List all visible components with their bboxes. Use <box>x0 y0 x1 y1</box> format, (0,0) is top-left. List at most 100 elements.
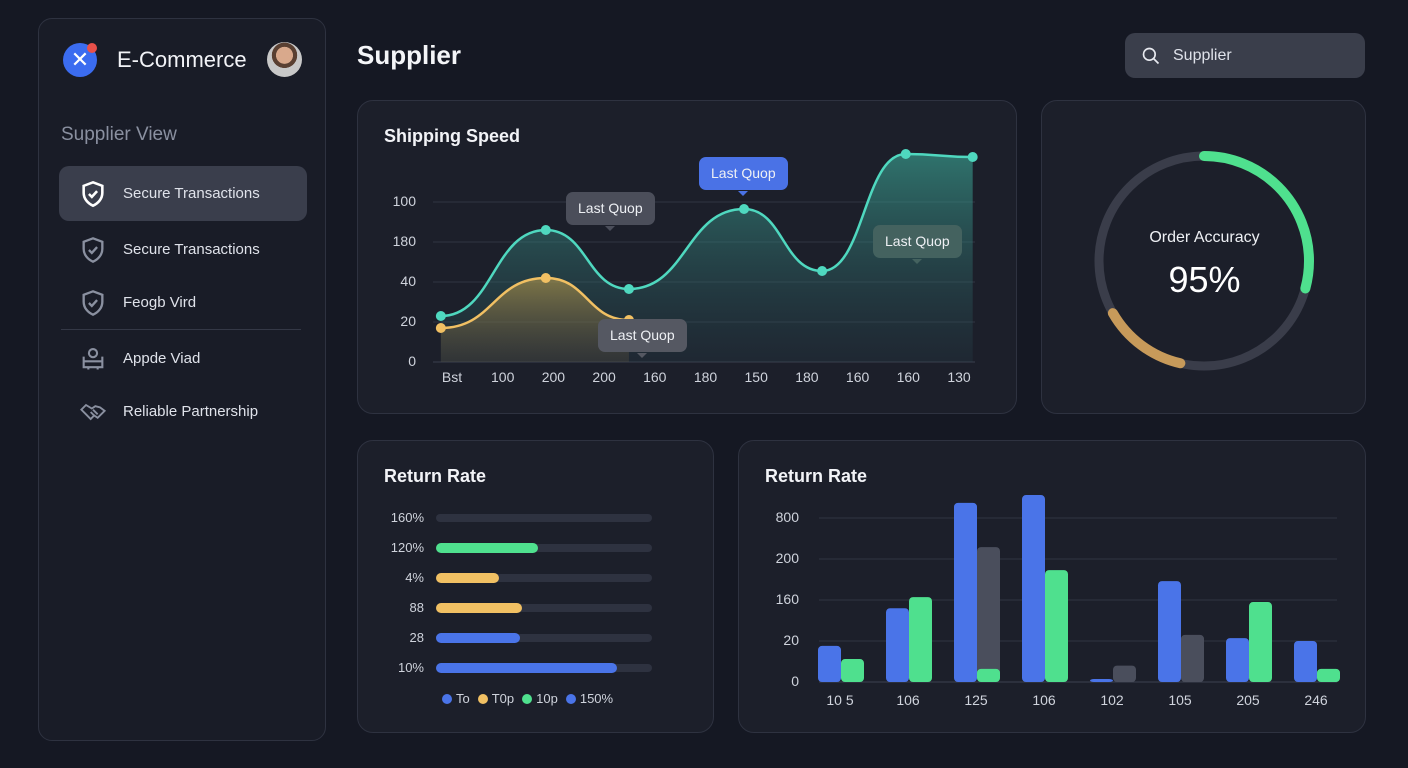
search-icon <box>1142 47 1160 64</box>
legend: To T0p 10p 150% <box>442 691 613 706</box>
sidebar-item-reliable-partnership[interactable]: Reliable Partnership <box>59 384 307 439</box>
donut-segment-green <box>1094 151 1314 371</box>
bar-blue[interactable] <box>886 608 909 682</box>
legend-dot <box>522 694 533 704</box>
bar-grey[interactable] <box>1181 634 1204 682</box>
bar-label: 28 <box>409 630 424 645</box>
data-point[interactable] <box>435 311 446 321</box>
legend-label: T0p <box>491 691 515 706</box>
bar-blue[interactable] <box>1090 679 1113 682</box>
bar-green[interactable] <box>909 597 932 682</box>
sidebar-item-label: Reliable Partnership <box>123 403 259 420</box>
donut-value: 95% <box>1168 259 1241 300</box>
data-point[interactable] <box>540 225 551 235</box>
handshake-icon <box>80 403 107 420</box>
x-tick-label: 180 <box>693 369 718 385</box>
section-title: Supplier View <box>61 124 177 145</box>
y-tick-label: 20 <box>783 632 799 648</box>
legend-label: To <box>456 691 470 706</box>
bar-track <box>436 603 652 613</box>
x-tick-label: 100 <box>491 369 515 385</box>
legend-label: 10p <box>536 691 558 706</box>
sidebar-item-feogb-vird[interactable]: Feogb Vird <box>59 275 307 330</box>
bar-track <box>436 514 652 522</box>
legend-label: 150% <box>579 691 614 706</box>
x-tick-label: 10 5 <box>826 692 854 708</box>
legend-item: 150% <box>565 691 614 706</box>
bar-green[interactable] <box>1045 570 1068 682</box>
y-tick-label: 180 <box>392 233 416 249</box>
data-point[interactable] <box>435 323 446 333</box>
sidebar-item-secure-transactions-2[interactable]: Secure Transactions <box>59 222 307 277</box>
data-point[interactable] <box>540 273 551 283</box>
x-tick-label: 246 <box>1304 692 1328 708</box>
shield-check-icon <box>82 289 104 316</box>
y-tick-label: 0 <box>791 673 799 689</box>
bar-blue[interactable] <box>1158 581 1181 682</box>
x-tick-label: 160 <box>643 369 667 385</box>
data-point[interactable] <box>817 266 828 276</box>
bar-fill <box>436 663 618 673</box>
user-avatar[interactable] <box>267 42 302 77</box>
bar-row: 160% <box>358 508 658 528</box>
sidebar-item-label: Appde Viad <box>123 350 201 367</box>
order-accuracy-card: Order Accuracy 95% <box>1041 100 1366 414</box>
y-tick-label: 0 <box>408 353 416 369</box>
bar-blue[interactable] <box>1294 641 1317 682</box>
legend-dot <box>442 694 452 704</box>
data-point[interactable] <box>967 152 978 162</box>
x-tick-label: 125 <box>964 692 988 708</box>
bar-row: 10% <box>358 658 658 678</box>
bar-row: 4% <box>358 568 658 588</box>
yellow-area <box>440 278 629 362</box>
bar-row: 88 <box>358 598 658 618</box>
bar-label: 10% <box>397 660 424 675</box>
bar-fill <box>436 543 538 553</box>
bar-blue[interactable] <box>954 502 977 682</box>
y-tick-label: 40 <box>400 273 416 289</box>
card-title: Return Rate <box>384 466 487 486</box>
bar-grey[interactable] <box>1113 665 1136 682</box>
search-input[interactable]: Supplier <box>1125 33 1365 78</box>
x-tick-label: 180 <box>795 369 819 385</box>
bar-track <box>436 573 652 583</box>
y-tick-label: 100 <box>392 193 416 209</box>
x-tick-label: 150 <box>744 369 768 385</box>
donut-label: Order Accuracy <box>1149 229 1260 246</box>
bar-fill <box>436 573 499 583</box>
sidebar: ✕ E-Commerce Supplier View Secure Transa… <box>38 18 326 741</box>
x-tick-label: Bst <box>441 369 463 385</box>
bar-blue[interactable] <box>1226 638 1249 682</box>
sidebar-item-secure-transactions[interactable]: Secure Transactions <box>59 166 307 221</box>
sidebar-item-appde-viad[interactable]: Appde Viad <box>59 331 307 386</box>
bar-blue[interactable] <box>818 645 841 682</box>
x-tick-label: 105 <box>1168 692 1192 708</box>
bar-green[interactable] <box>841 659 864 682</box>
return-rate-bar-card: Return Rate 0 20 160 200 800 10 5 106 125 106 102… <box>738 440 1366 733</box>
y-tick-label: 200 <box>775 550 799 566</box>
bar-green[interactable] <box>1249 602 1272 682</box>
notification-dot <box>87 43 97 53</box>
card-title: Return Rate <box>765 466 868 486</box>
bar-grey[interactable] <box>977 547 1000 682</box>
legend-dot <box>565 694 576 704</box>
bar-green[interactable] <box>1317 668 1340 682</box>
legend-item: To <box>442 691 470 706</box>
search-value: Supplier <box>1173 46 1232 64</box>
tooltip: Last Quop <box>873 225 962 264</box>
donut-chart <box>1094 151 1314 371</box>
sidebar-item-label: Secure Transactions <box>123 241 260 258</box>
bar-label: 120% <box>390 540 424 555</box>
bar-track <box>436 663 652 673</box>
bar-blue[interactable] <box>1022 495 1045 682</box>
legend-item: 10p <box>522 691 558 706</box>
x-tick-label: 130 <box>947 369 971 385</box>
data-point[interactable] <box>623 284 634 294</box>
data-point[interactable] <box>739 204 750 214</box>
bar-label: 4% <box>405 570 424 585</box>
x-tick-label: 106 <box>1032 692 1056 708</box>
bar-fill <box>436 603 523 613</box>
card-title: Shipping Speed <box>384 126 521 146</box>
bar-green[interactable] <box>977 668 1000 682</box>
data-point[interactable] <box>900 149 911 159</box>
